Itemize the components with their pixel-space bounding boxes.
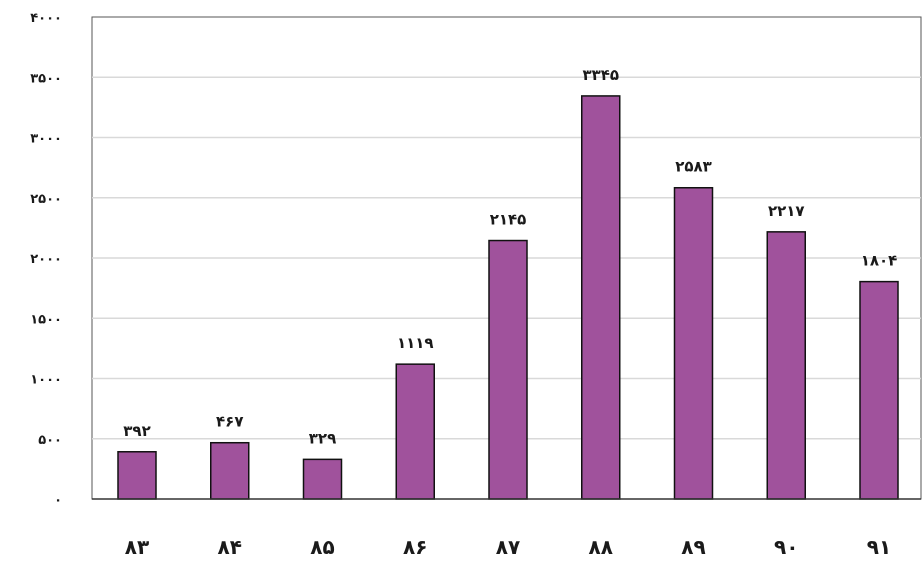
- data-label: ۴۶۷: [216, 413, 243, 431]
- x-tick-label: ۸۷: [496, 535, 520, 559]
- y-tick-label: ۲۵۰۰: [30, 192, 62, 207]
- data-labels: ۳۹۲ ۴۶۷ ۳۲۹ ۱۱۱۹ ۲۱۴۵ ۳۳۴۵ ۲۵۸۳ ۲۲۱۷ ۱۸۰۴: [123, 66, 897, 447]
- y-axis-ticks: ۰ ۵۰۰ ۱۰۰۰ ۱۵۰۰ ۲۰۰۰ ۲۵۰۰ ۳۰۰۰ ۳۵۰۰ ۴۰۰۰: [30, 11, 62, 508]
- data-label: ۱۸۰۴: [861, 252, 898, 270]
- data-label: ۱۱۱۹: [397, 334, 434, 352]
- x-tick-label: ۸۳: [125, 535, 149, 559]
- data-label: ۳۹۲: [123, 422, 150, 440]
- data-label: ۲۵۸۳: [675, 158, 712, 176]
- data-label: ۳۳۴۵: [582, 66, 619, 84]
- bar: [117, 451, 157, 500]
- x-tick-label: ۸۸: [589, 535, 613, 559]
- y-tick-label: ۵۰۰: [38, 433, 62, 448]
- bars: [117, 95, 899, 500]
- bar: [859, 280, 899, 500]
- y-tick-label: ۳۵۰۰: [30, 71, 62, 86]
- x-tick-label: ۹۰: [774, 535, 798, 559]
- y-tick-label: ۱۵۰۰: [30, 312, 62, 327]
- y-tick-label: ۲۰۰۰: [30, 252, 62, 267]
- x-tick-label: ۸۴: [218, 535, 242, 559]
- bar: [488, 239, 528, 500]
- x-tick-label: ۸۵: [310, 535, 334, 559]
- data-label: ۲۱۴۵: [490, 211, 527, 229]
- bar: [302, 458, 343, 500]
- y-tick-label: ۱۰۰۰: [30, 373, 62, 388]
- bar: [210, 441, 250, 500]
- y-tick-label: ۴۰۰۰: [30, 11, 62, 26]
- bar: [581, 95, 621, 500]
- y-tick-label: ۰: [54, 493, 62, 508]
- x-tick-label: ۸۹: [681, 535, 705, 559]
- x-tick-label: ۹۱: [867, 535, 891, 559]
- bar: [766, 231, 806, 500]
- x-axis-ticks: ۸۳ ۸۴ ۸۵ ۸۶ ۸۷ ۸۸ ۸۹ ۹۰ ۹۱: [125, 535, 891, 559]
- x-tick-label: ۸۶: [403, 535, 427, 559]
- y-tick-label: ۳۰۰۰: [30, 132, 62, 147]
- bar: [673, 186, 714, 500]
- data-label: ۲۲۱۷: [768, 202, 805, 220]
- bar: [395, 363, 435, 500]
- data-label: ۳۲۹: [309, 429, 336, 447]
